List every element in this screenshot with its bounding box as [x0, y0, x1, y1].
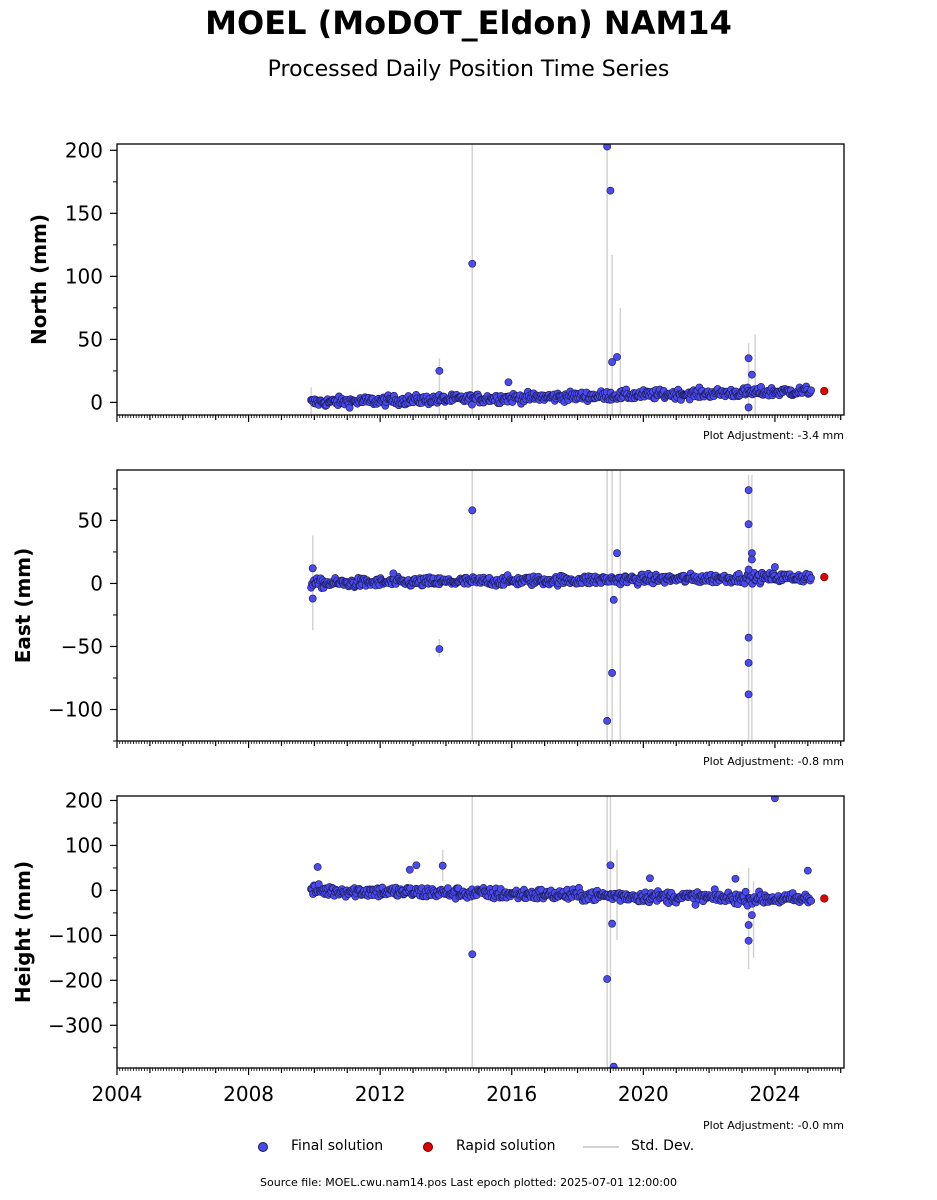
height-final-outlier-point: [646, 874, 654, 883]
final-solution-marker: [243, 1136, 283, 1156]
height-final-outlier-point: [603, 975, 612, 983]
x-tick-label: 2020: [618, 1082, 669, 1106]
east-final-outlier-point: [747, 555, 756, 564]
north-final-outlier-point: [608, 358, 616, 366]
north-final-outlier-point: [613, 353, 621, 361]
east-final-outlier-point: [308, 564, 317, 573]
height-final-outlier-point: [405, 865, 414, 874]
height-final-outlier-point: [608, 919, 616, 928]
north-final-outlier-point: [504, 378, 513, 387]
legend-stddev-label: Std. Dev.: [631, 1138, 695, 1154]
rapid-solution-marker: [408, 1136, 448, 1156]
east-rapid-point: [820, 573, 829, 582]
height-final-point: [691, 900, 700, 909]
east-final-solution-series: [307, 568, 816, 592]
std-dev-line-marker: [583, 1136, 623, 1156]
legend-item-rapid: Rapid solution: [408, 1136, 556, 1156]
height-final-outlier-point: [744, 936, 753, 945]
east-final-outlier-point: [468, 506, 477, 515]
east-final-outlier-point: [744, 658, 753, 667]
east-final-outlier-point: [609, 595, 618, 604]
height-y-tick-label: −100: [48, 923, 103, 947]
east-final-outlier-point: [613, 549, 621, 558]
east-y-tick-label: −50: [61, 634, 103, 658]
east-final-outlier-point: [744, 690, 753, 699]
height-final-outlier-point: [803, 866, 812, 875]
east-y-tick-label: 0: [90, 571, 103, 595]
height-final-outlier-point: [412, 861, 421, 870]
east-y-axis-label: East (mm): [11, 548, 35, 664]
height-y-tick-label: 200: [65, 788, 103, 812]
north-final-outlier-point: [435, 366, 444, 375]
height-final-outlier-point: [313, 863, 322, 871]
height-y-tick-label: 0: [90, 878, 103, 902]
height-final-outlier-point: [438, 861, 447, 870]
north-final-outlier-point: [468, 259, 477, 268]
chart-title: MOEL (MoDOT_Eldon) NAM14: [205, 4, 732, 42]
east-final-outlier-point: [389, 569, 398, 578]
height-rapid-point: [820, 894, 829, 903]
x-tick-label: 2004: [92, 1082, 143, 1106]
east-y-tick-label: 50: [78, 508, 103, 532]
north-final-solution-series: [307, 382, 816, 412]
east-final-outlier-point: [744, 565, 753, 574]
legend-item-final: Final solution: [243, 1136, 383, 1156]
height-final-outlier-point: [744, 921, 753, 929]
legend-rapid-label: Rapid solution: [456, 1138, 556, 1154]
north-y-tick-label: 100: [65, 264, 103, 288]
height-final-solution-series: [307, 880, 816, 910]
north-final-outlier-point: [747, 370, 756, 379]
north-y-tick-label: 0: [90, 390, 103, 414]
x-tick-label: 2024: [749, 1082, 800, 1106]
north-final-outlier-point: [603, 144, 612, 151]
north-y-tick-label: 200: [65, 138, 103, 162]
north-plot-adjustment: Plot Adjustment: -3.4 mm: [703, 429, 844, 442]
x-tick-label: 2016: [486, 1082, 537, 1106]
east-final-outlier-point: [744, 520, 753, 529]
height-final-point: [741, 887, 750, 896]
east-final-outlier-point: [744, 486, 753, 495]
height-y-tick-label: 100: [65, 833, 103, 857]
east-final-outlier-point: [771, 563, 779, 571]
source-footer: Source file: MOEL.cwu.nam14.pos Last epo…: [260, 1176, 677, 1189]
height-y-tick-label: −300: [48, 1013, 103, 1037]
north-final-outlier-point: [744, 403, 753, 412]
north-final-outlier-point: [606, 186, 615, 195]
legend-final-label: Final solution: [291, 1138, 384, 1154]
legend: Final solution Rapid solution Std. Dev.: [0, 1136, 937, 1158]
north-rapid-point: [820, 386, 829, 396]
height-final-outlier-point: [609, 1062, 618, 1068]
x-tick-label: 2012: [355, 1082, 406, 1106]
height-final-outlier-point: [771, 796, 779, 803]
east-final-outlier-point: [608, 669, 616, 677]
east-final-outlier-point: [435, 645, 444, 653]
height-final-outlier-point: [731, 874, 740, 883]
north-y-axis-label: North (mm): [27, 214, 51, 345]
north-y-tick-label: 150: [65, 201, 103, 225]
height-final-outlier-point: [747, 911, 756, 920]
x-tick-label: 2008: [223, 1082, 274, 1106]
east-final-outlier-point: [308, 594, 317, 603]
north-final-point: [807, 386, 816, 395]
north-axes-frame: [116, 143, 845, 416]
east-final-point: [807, 574, 816, 582]
height-y-tick-label: −200: [48, 968, 103, 992]
north-final-outlier-point: [744, 354, 753, 363]
east-final-outlier-point: [744, 633, 753, 642]
height-final-point: [807, 896, 816, 905]
east-final-outlier-point: [603, 716, 612, 725]
east-axes-frame: [116, 469, 845, 742]
height-y-axis-label: Height (mm): [11, 861, 35, 1003]
east-plot-adjustment: Plot Adjustment: -0.8 mm: [703, 755, 844, 768]
height-final-outlier-point: [468, 950, 477, 959]
height-plot-adjustment: Plot Adjustment: -0.0 mm: [703, 1119, 844, 1132]
height-final-outlier-point: [606, 861, 615, 870]
height-axes-frame: [116, 795, 845, 1069]
north-y-tick-label: 50: [78, 327, 103, 351]
east-y-tick-label: −100: [48, 697, 103, 721]
legend-item-stddev: Std. Dev.: [583, 1136, 694, 1156]
chart-subtitle: Processed Daily Position Time Series: [267, 57, 670, 82]
